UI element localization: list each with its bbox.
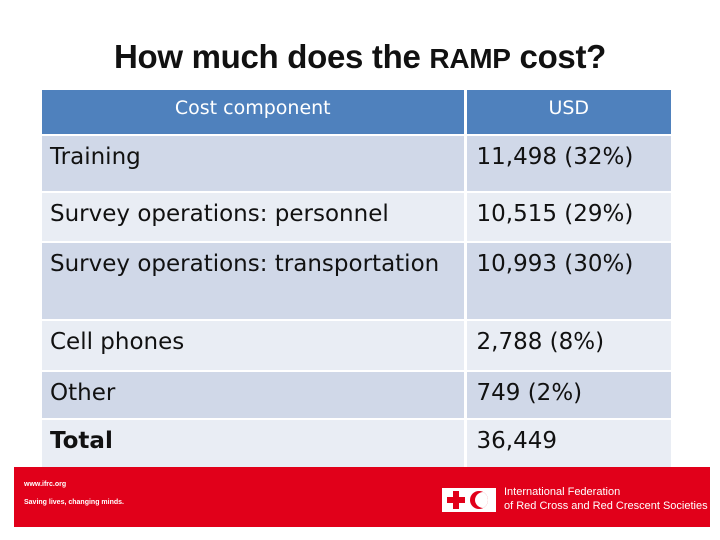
title-ramp: RAMP xyxy=(429,43,511,74)
cost-table: Cost component USD Training 11,498 (32%)… xyxy=(42,90,671,467)
footer-bar: www.ifrc.org Saving lives, changing mind… xyxy=(14,467,710,527)
row-usd: 36,449 xyxy=(465,418,671,467)
row-component: Cell phones xyxy=(42,319,467,371)
red-cross-icon xyxy=(447,491,465,509)
row-component: Survey operations: transportation xyxy=(42,241,467,320)
org-name-line1: International Federation xyxy=(504,486,621,498)
row-usd: 2,788 (8%) xyxy=(465,319,671,371)
table-row-total: Total 36,449 xyxy=(42,418,671,467)
row-component: Training xyxy=(42,134,467,192)
footer-website: www.ifrc.org xyxy=(24,481,67,488)
table-row: Training 11,498 (32%) xyxy=(42,134,671,192)
row-component: Total xyxy=(42,418,467,467)
row-usd: 10,993 (30%) xyxy=(465,241,671,320)
header-usd: USD xyxy=(465,90,671,135)
table-row: Survey operations: transportation 10,993… xyxy=(42,241,671,320)
header-cost-component: Cost component xyxy=(42,90,467,135)
row-usd: 749 (2%) xyxy=(465,370,671,419)
footer-slogan: Saving lives, changing minds. xyxy=(24,499,124,506)
org-name-line2: of Red Cross and Red Crescent Societies xyxy=(504,500,708,512)
row-component: Survey operations: personnel xyxy=(42,191,467,242)
table-row: Cell phones 2,788 (8%) xyxy=(42,319,671,371)
red-crescent-icon xyxy=(470,491,488,509)
table-row: Survey operations: personnel 10,515 (29%… xyxy=(42,191,671,242)
row-component: Other xyxy=(42,370,467,419)
page-title: How much does the RAMP cost? xyxy=(0,38,720,76)
title-part1: How much does the xyxy=(113,38,430,75)
row-usd: 10,515 (29%) xyxy=(465,191,671,242)
row-usd: 11,498 (32%) xyxy=(465,134,671,192)
ifrc-logo xyxy=(442,488,496,512)
table-header-row: Cost component USD xyxy=(42,90,671,135)
title-part2: cost? xyxy=(510,38,607,75)
table-row: Other 749 (2%) xyxy=(42,370,671,419)
